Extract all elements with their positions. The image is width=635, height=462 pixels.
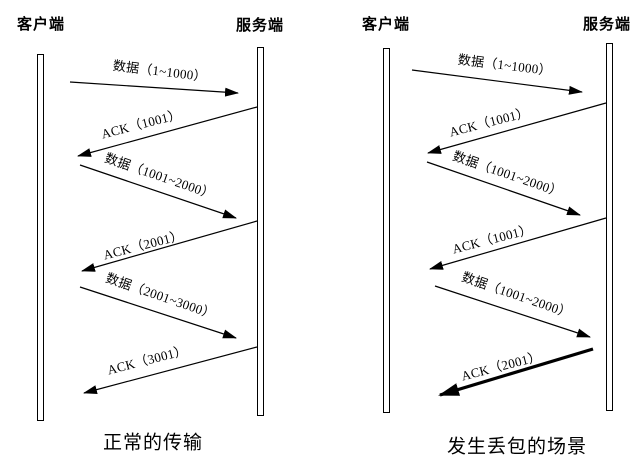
right-msg-data-3-retransmit: 数据（1001~2000） bbox=[459, 269, 574, 321]
left-msg-data-1: 数据（1~1000） bbox=[112, 57, 208, 85]
left-msg-data-3: 数据（2001~3000） bbox=[103, 270, 218, 322]
right-client-label: 客户端 bbox=[362, 17, 411, 33]
right-diagram-caption: 发生丢包的场景 bbox=[446, 436, 588, 458]
right-msg-ack-3: ACK（2001） bbox=[459, 348, 543, 384]
right-msg-ack-1: ACK（1001） bbox=[447, 104, 531, 140]
right-arrow-data-1 bbox=[411, 69, 583, 95]
right-msg-data-1: 数据（1~1000） bbox=[457, 51, 553, 79]
left-diagram-caption: 正常的传输 bbox=[102, 432, 204, 454]
left-arrow-data-1 bbox=[69, 81, 239, 97]
left-server-lifeline bbox=[257, 47, 264, 416]
right-msg-data-2: 数据（1001~2000） bbox=[450, 148, 565, 200]
left-msg-ack-1: ACK（1001） bbox=[99, 106, 183, 142]
left-client-lifeline bbox=[37, 54, 44, 421]
right-server-lifeline bbox=[606, 43, 613, 411]
left-msg-ack-2: ACK（2001） bbox=[101, 227, 185, 263]
left-msg-ack-3: ACK（3001） bbox=[105, 342, 189, 378]
right-msg-ack-2-duplicate: ACK（1001） bbox=[450, 221, 534, 257]
left-server-label: 服务端 bbox=[236, 18, 285, 34]
right-server-label: 服务端 bbox=[583, 17, 632, 33]
left-msg-data-2: 数据（1001~2000） bbox=[102, 150, 217, 202]
right-client-lifeline bbox=[383, 48, 390, 413]
left-client-label: 客户端 bbox=[17, 17, 66, 33]
